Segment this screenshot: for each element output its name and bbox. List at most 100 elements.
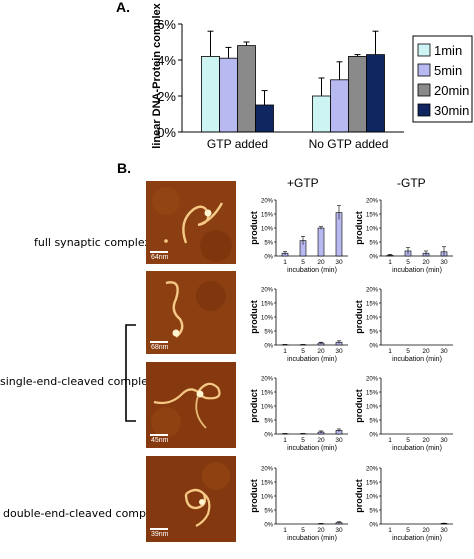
- small-chart-y-tick-label: 15%: [261, 302, 274, 308]
- small-chart-x-tick-label: 20: [422, 348, 430, 355]
- panel-a-y-tick-label: 2%: [157, 89, 176, 104]
- small-chart-x-label: incubation (min): [287, 445, 337, 452]
- afm-image-full-synaptic: 64nm: [146, 181, 236, 264]
- small-chart-y-tick-label: 20%: [366, 288, 379, 294]
- afm-image-row2: 68nm: [146, 271, 236, 354]
- panel-a-legend-swatch: [417, 43, 431, 57]
- panel-a-category-label: GTP added: [207, 137, 268, 151]
- small-chart-y-tick-label: 20%: [261, 467, 274, 473]
- small-chart-y-tick-label: 5%: [369, 509, 378, 515]
- small-chart-y-label: product: [354, 479, 364, 513]
- small-chart-x-tick-label: 5: [406, 348, 410, 355]
- small-chart-x-tick-label: 1: [388, 259, 392, 266]
- small-chart-y-tick-label: 15%: [366, 481, 379, 487]
- small-chart-x-tick-label: 5: [301, 527, 305, 534]
- small-chart-y-tick-label: 20%: [261, 199, 274, 205]
- small-chart-x-tick-label: 20: [317, 437, 325, 444]
- small-chart-bar: [317, 227, 325, 257]
- small-chart-y-tick-label: 0%: [264, 344, 273, 350]
- small-chart-y-label: product: [354, 389, 364, 423]
- small-chart-x-tick-label: 30: [440, 348, 448, 355]
- small-chart-x-tick-label: 1: [283, 348, 287, 355]
- small-chart-y-tick-label: 0%: [369, 523, 378, 529]
- panel-a-letter: A.: [116, 0, 130, 15]
- small-chart-y-label: product: [354, 211, 364, 245]
- small-chart-y-tick-label: 15%: [366, 213, 379, 219]
- small-chart-y-label: product: [249, 211, 259, 245]
- small-chart-y-tick-label: 15%: [366, 302, 379, 308]
- col-title-plus-gtp: +GTP: [287, 176, 319, 190]
- scale-label-row3: 45nm: [151, 437, 169, 444]
- small-chart-x-label: incubation (min): [287, 267, 337, 274]
- small-chart-x-tick-label: 20: [317, 259, 325, 266]
- small-chart-y-tick-label: 5%: [369, 241, 378, 247]
- small-chart-x-tick-label: 20: [422, 437, 430, 444]
- scale-label-row1: 64nm: [151, 254, 169, 261]
- small-chart-y-label: product: [249, 389, 259, 423]
- small-chart-x-label: incubation (min): [392, 445, 442, 452]
- small-chart-x-tick-label: 30: [335, 437, 343, 444]
- small-chart-x-tick-label: 30: [335, 348, 343, 355]
- row-label-full-synaptic: full synaptic complex: [34, 236, 151, 249]
- small-chart-y-tick-label: 10%: [261, 405, 274, 411]
- panel-a-y-tick-label: 0%: [157, 125, 176, 140]
- small-chart-x-tick-label: 1: [283, 437, 287, 444]
- small-chart-y-tick-label: 10%: [366, 405, 379, 411]
- small-chart-x-label: incubation (min): [392, 356, 442, 363]
- small-chart-y-tick-label: 20%: [366, 199, 379, 205]
- small-chart-x-tick-label: 5: [406, 527, 410, 534]
- small-chart-x-tick-label: 30: [440, 527, 448, 534]
- bracket: [125, 324, 136, 422]
- small-chart-x-tick-label: 30: [335, 259, 343, 266]
- afm-image-row3: 45nm: [146, 362, 236, 448]
- small-chart-y-tick-label: 5%: [369, 419, 378, 425]
- small-chart-y-tick-label: 10%: [366, 227, 379, 233]
- panel-a-legend-swatch: [417, 63, 431, 77]
- small-chart-x-tick-label: 20: [422, 527, 430, 534]
- small-chart-y-tick-label: 10%: [366, 495, 379, 501]
- small-chart-y-tick-label: 20%: [366, 467, 379, 473]
- small-chart-x-tick-label: 1: [388, 437, 392, 444]
- small-chart-y-label: product: [249, 300, 259, 334]
- row-label-single-end-cleaved: single-end-cleaved complex: [0, 375, 155, 388]
- panel-a-legend: 1min 5min 20min 30min: [412, 35, 473, 123]
- small-chart-y-tick-label: 15%: [366, 391, 379, 397]
- small-chart-y-tick-label: 0%: [264, 255, 273, 261]
- panel-a-legend-label: 20min: [434, 83, 469, 98]
- small-chart-y-tick-label: 5%: [264, 419, 273, 425]
- small-chart-x-label: incubation (min): [392, 535, 442, 542]
- small-chart-x-label: incubation (min): [287, 535, 337, 542]
- col-title-minus-gtp: -GTP: [397, 176, 426, 190]
- small-chart-x-label: incubation (min): [392, 267, 442, 274]
- small-chart-x-tick-label: 20: [317, 527, 325, 534]
- small-chart-y-tick-label: 0%: [264, 523, 273, 529]
- small-chart-x-tick-label: 1: [283, 259, 287, 266]
- small-chart-x-tick-label: 30: [440, 437, 448, 444]
- panel-a-legend-swatch: [417, 83, 431, 97]
- small-chart-y-tick-label: 5%: [369, 330, 378, 336]
- small-chart-x-tick-label: 5: [301, 259, 305, 266]
- panel-a-y-tick-label: 4%: [157, 53, 176, 68]
- row-label-double-end-cleaved: double-end-cleaved complex: [3, 507, 163, 520]
- scale-label-row2: 68nm: [151, 344, 169, 351]
- small-chart-y-tick-label: 10%: [366, 316, 379, 322]
- small-chart-x-tick-label: 1: [388, 527, 392, 534]
- small-chart-x-tick-label: 1: [283, 527, 287, 534]
- panel-b-letter: B.: [117, 160, 131, 176]
- small-chart-y-tick-label: 10%: [261, 227, 274, 233]
- small-chart-y-tick-label: 10%: [261, 316, 274, 322]
- small-chart-x-label: incubation (min): [287, 356, 337, 363]
- small-chart-y-tick-label: 15%: [261, 213, 274, 219]
- small-chart-y-tick-label: 0%: [369, 433, 378, 439]
- small-chart-x-tick-label: 20: [317, 348, 325, 355]
- panel-a-chart: A. linear DNA-Protein complex 0% 2% 4% 6% G…: [116, 0, 473, 151]
- panel-a-legend-label: 5min: [434, 63, 462, 78]
- scale-label-row4: 39nm: [151, 531, 169, 538]
- small-chart-y-tick-label: 0%: [369, 255, 378, 261]
